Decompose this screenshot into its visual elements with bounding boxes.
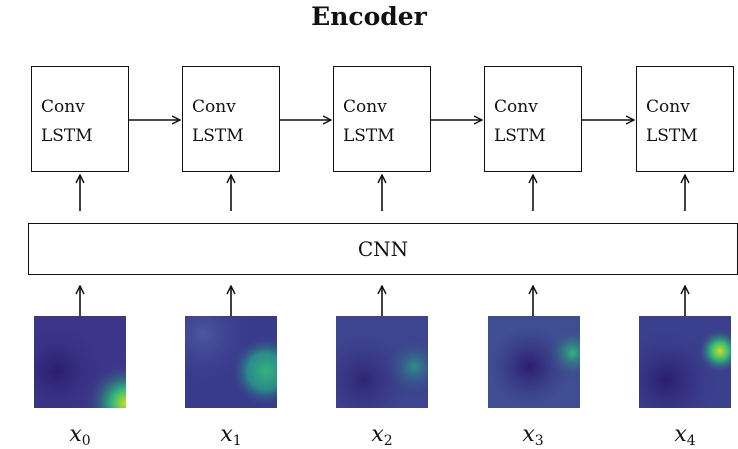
input-var: x <box>69 422 82 447</box>
input-image-x1 <box>185 316 277 408</box>
input-var: x <box>522 422 535 447</box>
cell-line2: LSTM <box>494 126 546 146</box>
cell-line1: Conv <box>646 97 690 117</box>
input-subscript: 0 <box>81 433 91 449</box>
cell-line1: Conv <box>192 97 236 117</box>
input-var: x <box>220 422 233 447</box>
cell-line1: Conv <box>343 97 387 117</box>
input-subscript: 2 <box>383 433 393 449</box>
input-var: x <box>674 422 687 447</box>
input-subscript: 4 <box>686 433 696 449</box>
cell-line1: Conv <box>41 97 85 117</box>
cell-line1: Conv <box>494 97 538 117</box>
convlstm-cell-0: Conv LSTM <box>31 66 129 172</box>
input-image-x3 <box>488 316 580 408</box>
input-subscript: 1 <box>232 433 242 449</box>
input-image-x4 <box>639 316 731 408</box>
input-label-x4: x4 <box>655 422 715 449</box>
cell-line2: LSTM <box>192 126 244 146</box>
convlstm-cell-1: Conv LSTM <box>182 66 280 172</box>
input-label-x0: x0 <box>50 422 110 449</box>
input-label-x3: x3 <box>503 422 563 449</box>
input-label-x1: x1 <box>201 422 261 449</box>
input-image-x0 <box>34 316 126 408</box>
convlstm-cell-2: Conv LSTM <box>333 66 431 172</box>
encoder-title: Encoder <box>311 2 427 31</box>
input-subscript: 3 <box>534 433 544 449</box>
convlstm-cell-3: Conv LSTM <box>484 66 582 172</box>
input-image-x2 <box>336 316 428 408</box>
input-var: x <box>371 422 384 447</box>
input-label-x2: x2 <box>352 422 412 449</box>
cell-line2: LSTM <box>343 126 395 146</box>
cnn-block: CNN <box>28 223 738 275</box>
cell-line2: LSTM <box>646 126 698 146</box>
convlstm-cell-4: Conv LSTM <box>636 66 734 172</box>
cell-line2: LSTM <box>41 126 93 146</box>
